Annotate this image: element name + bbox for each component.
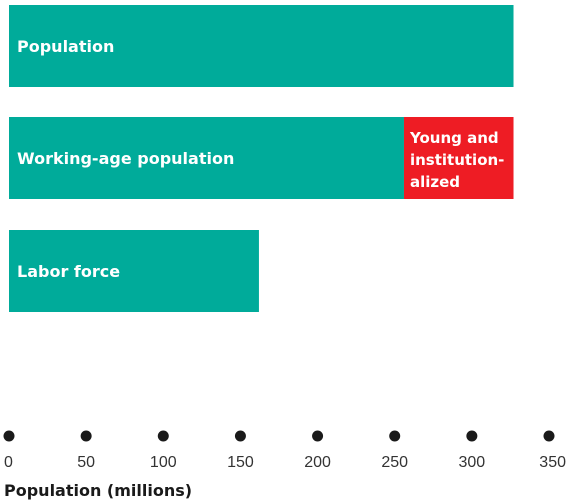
x-axis: 0 50 100 150 200 250 300 350 xyxy=(3,430,566,471)
bar-2-segment-2 xyxy=(403,117,514,199)
tick-label: 250 xyxy=(381,454,408,471)
bars-group: Population Working-age population Young an… xyxy=(9,5,514,312)
segment-label: Young and institution-alized xyxy=(409,129,504,191)
bar-1 xyxy=(9,5,514,87)
bar-label: Population xyxy=(17,37,114,56)
tick-dot xyxy=(3,430,15,442)
bar-label: Labor force xyxy=(17,262,120,281)
tick-dot xyxy=(389,430,401,442)
bar-label: Working-age population xyxy=(17,149,234,168)
tick-label: 350 xyxy=(539,454,566,471)
tick-label: 50 xyxy=(77,454,95,471)
tick-dot xyxy=(466,430,478,442)
tick-dot xyxy=(157,430,169,442)
bar-3 xyxy=(9,230,259,312)
tick-label: 0 xyxy=(4,454,13,471)
bar-2 xyxy=(9,117,404,199)
tick-dot xyxy=(234,430,246,442)
tick-label: 300 xyxy=(459,454,486,471)
tick-dot xyxy=(543,430,555,442)
tick-label: 100 xyxy=(150,454,177,471)
tick-dot xyxy=(312,430,324,442)
tick-label: 200 xyxy=(304,454,331,471)
tick-dot xyxy=(80,430,92,442)
x-axis-title: Population (millions) xyxy=(4,481,192,500)
tick-label: 150 xyxy=(227,454,254,471)
